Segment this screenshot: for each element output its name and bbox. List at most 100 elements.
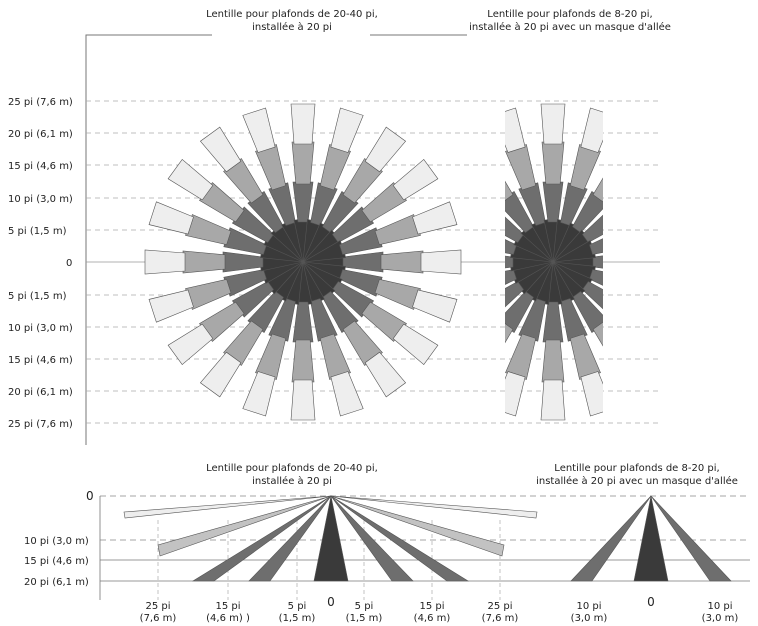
detection-zone-beam	[592, 177, 603, 203]
detection-zone-beam	[589, 269, 603, 286]
detection-zone-beam	[589, 238, 603, 255]
y-axis-label: 5 pi (1,5 m)	[8, 226, 67, 237]
side-detection-beam	[330, 495, 470, 582]
side-detection-beam	[248, 495, 332, 582]
side-left-title-line1: Lentille pour plafonds de 20-40 pi,	[206, 463, 378, 474]
detection-zone-beam	[322, 291, 359, 334]
detection-zone-beam	[148, 201, 194, 235]
detection-zone-beam	[148, 289, 194, 323]
detection-zone-beam	[505, 371, 526, 417]
side-x-axis-label-metric: (1,5 m)	[279, 613, 316, 624]
side-y-axis-label: 0	[86, 489, 94, 503]
detection-zone-beam	[342, 158, 383, 204]
frame-line	[85, 34, 212, 445]
detection-zone-beam	[518, 298, 546, 342]
detection-zone-beam	[231, 206, 274, 243]
side-left-title-line2: installée à 20 pi	[252, 475, 332, 487]
detection-zone-beam	[392, 158, 439, 201]
side-detection-beam	[191, 495, 332, 582]
detection-zone-beam	[505, 323, 514, 344]
detection-zone-beam	[291, 339, 315, 383]
detection-zone-beam	[380, 250, 424, 274]
detection-zone-beam	[592, 255, 603, 269]
side-view-x-labels: 25 pi(7,6 m)15 pi(4,6 m) )5 pi(1,5 m)0 5 …	[140, 595, 739, 624]
detection-zone-beam	[560, 298, 588, 342]
detection-zone-beam	[223, 158, 264, 204]
detection-zone-beam	[223, 269, 267, 297]
detection-zone-beam	[572, 190, 603, 233]
detection-zone-beam	[310, 298, 338, 342]
side-right-title-line2: installée à 20 pi avec un masque d'allée	[536, 475, 738, 487]
detection-zone-beam	[292, 301, 314, 343]
y-axis-label: 20 pi (6,1 m)	[8, 129, 73, 140]
detection-zone-beam	[505, 190, 534, 233]
detection-zone-beam	[505, 239, 517, 255]
detection-zone-beam	[560, 182, 588, 226]
detection-zone-beam	[290, 103, 316, 145]
detection-zone-beam	[412, 201, 458, 235]
side-detection-beam	[157, 495, 332, 557]
detection-zone-beam	[580, 107, 603, 153]
side-view-lens-8-20-pattern	[570, 495, 732, 582]
top-view-frame	[85, 34, 467, 445]
detection-zone-beam	[199, 182, 245, 223]
side-y-axis-label: 20 pi (6,1 m)	[24, 577, 89, 588]
detection-zone-beam	[247, 291, 284, 334]
side-x-axis-label-metric: (3,0 m)	[571, 613, 608, 624]
detection-zone-beam	[332, 206, 375, 243]
detection-zone-beam	[291, 141, 315, 185]
detection-zone-beam	[505, 333, 537, 380]
detection-zone-beam	[412, 289, 458, 323]
detection-zone-beam	[268, 182, 296, 226]
detection-zone-beam	[185, 278, 232, 310]
detection-zone-beam	[518, 182, 546, 226]
side-detection-beam	[633, 495, 669, 582]
detection-zone-beam	[242, 371, 276, 417]
detection-zone-beam	[199, 126, 242, 173]
side-x-axis-label-metric: (4,6 m) )	[206, 613, 250, 624]
detection-zone-beam	[663, 202, 708, 234]
top-right-title-line2: installée à 20 pi avec un masque d'allée	[469, 21, 671, 33]
side-detection-beam	[123, 495, 332, 519]
detection-zone-beam	[361, 301, 407, 342]
detection-zone-beam	[242, 107, 276, 153]
detection-zone-beam	[330, 371, 364, 417]
detection-zone-beam	[505, 281, 524, 308]
detection-zone-beam	[592, 321, 603, 347]
top-right-title-line1: Lentille pour plafonds de 8-20 pi,	[487, 9, 652, 20]
side-detection-beam	[313, 495, 349, 582]
side-y-axis-label: 10 pi (3,0 m)	[24, 536, 89, 547]
detection-zone-beam	[505, 107, 526, 153]
side-x-axis-label: 0	[647, 595, 655, 609]
detection-zone-beam	[569, 333, 601, 380]
detection-zone-beam	[643, 159, 688, 200]
detection-zone-beam	[268, 298, 296, 342]
detection-zone-beam	[222, 251, 264, 273]
detection-zone-beam	[290, 379, 316, 421]
masked-beams	[450, 103, 708, 421]
detection-zone-beam	[231, 281, 274, 318]
side-right-title-line1: Lentille pour plafonds de 8-20 pi,	[554, 463, 719, 474]
detection-zone-beam	[569, 144, 601, 191]
detection-zone-beam	[319, 144, 351, 191]
detection-zone-beam	[580, 371, 603, 417]
detection-zone-beam	[663, 290, 708, 322]
detection-zone-beam	[330, 107, 364, 153]
y-axis-label: 0	[66, 258, 72, 269]
y-axis-label: 15 pi (4,6 m)	[8, 355, 73, 366]
detection-zone-beam	[374, 214, 421, 246]
detection-zone-beam	[505, 216, 524, 243]
y-axis-label: 10 pi (3,0 m)	[8, 194, 73, 205]
detection-zone-beam	[540, 103, 566, 145]
side-x-axis-label-metric: (7,6 m)	[140, 613, 177, 624]
side-detection-beam	[330, 495, 538, 519]
detection-zone-beam	[199, 301, 245, 342]
y-axis-label: 10 pi (3,0 m)	[8, 323, 73, 334]
detection-zone-beam	[540, 379, 566, 421]
top-view-lens-8-20-masked-pattern	[450, 103, 708, 421]
detection-zone-beam	[625, 279, 671, 309]
detection-zone-beam	[542, 181, 564, 223]
detection-zone-beam	[450, 183, 495, 222]
top-left-title-line2: installée à 20 pi	[252, 21, 332, 33]
